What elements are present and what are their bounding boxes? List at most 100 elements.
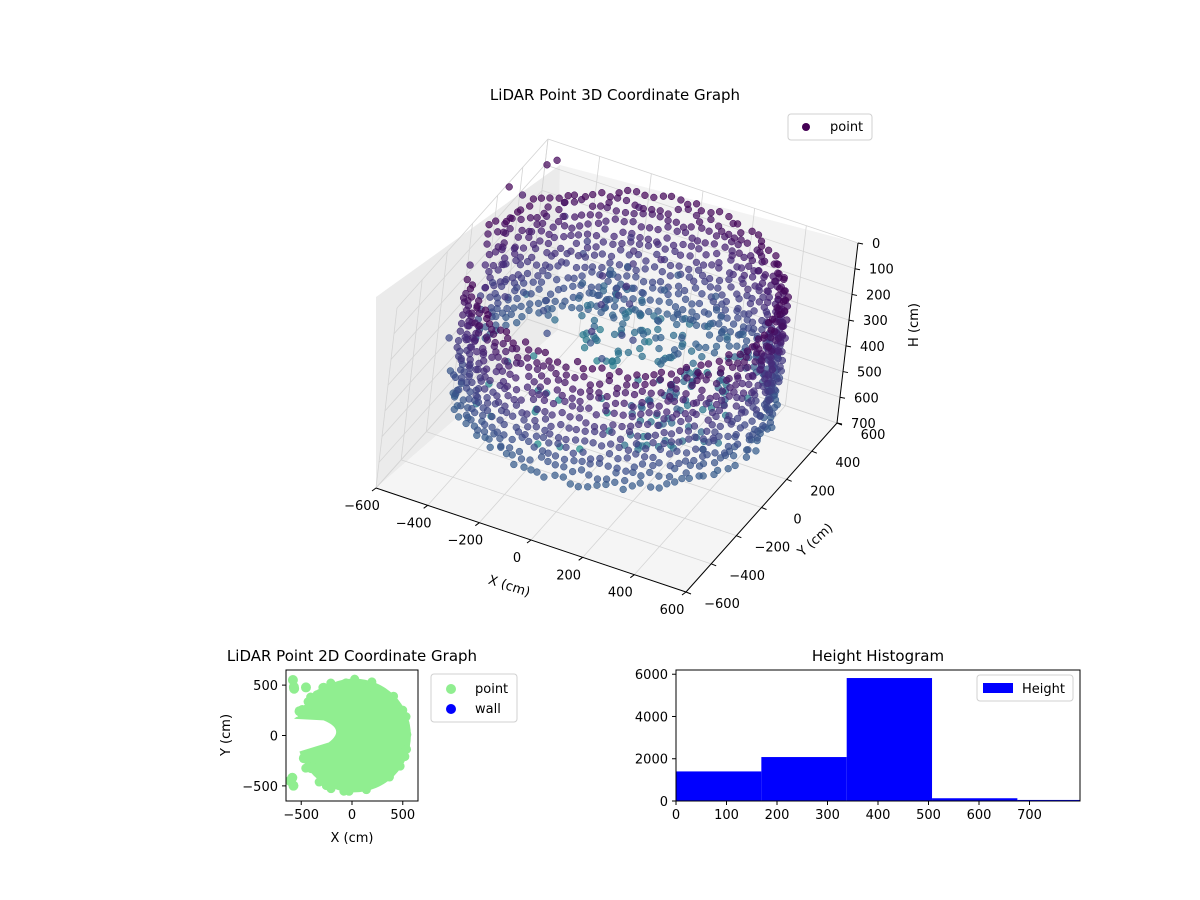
data-point-3d <box>695 299 704 308</box>
data-point-3d <box>702 251 710 259</box>
data-point-3d <box>748 417 756 425</box>
data-point-3d <box>605 371 614 380</box>
data-point-3d <box>615 368 623 376</box>
data-point-3d <box>718 291 726 299</box>
data-point-3d <box>674 205 682 214</box>
data-point-3d <box>562 435 570 444</box>
data-point-3d <box>561 198 569 207</box>
data-point-3d <box>564 192 572 200</box>
data-point-3d <box>587 301 595 309</box>
data-point-3d <box>657 368 666 377</box>
data-point-3d <box>454 337 463 345</box>
data-point-2d <box>336 778 346 788</box>
data-point-3d <box>465 372 473 381</box>
data-point-3d <box>512 345 521 353</box>
data-point-3d <box>597 202 605 210</box>
data-point-3d <box>544 457 552 466</box>
data-point-3d <box>673 447 681 455</box>
data-point-3d <box>614 347 622 355</box>
data-point-3d <box>732 430 740 439</box>
data-point-3d <box>517 359 525 368</box>
data-point-3d <box>686 252 694 260</box>
data-point-3d <box>564 274 572 282</box>
data-point-2d <box>306 764 316 774</box>
z-tick-label: 100 <box>869 263 894 278</box>
data-point-3d <box>631 306 639 314</box>
data-point-3d <box>712 342 721 351</box>
x-tick-label: 200 <box>556 568 581 583</box>
data-point-3d <box>504 392 512 400</box>
x-tick-label: 200 <box>765 808 790 823</box>
data-point-3d <box>586 339 595 347</box>
data-point-3d <box>586 455 595 463</box>
x-tick-label: 600 <box>660 603 685 618</box>
data-point-3d <box>639 278 648 286</box>
data-point-3d <box>474 329 483 337</box>
data-point-3d <box>716 334 724 343</box>
x-tick-mark <box>475 522 480 527</box>
data-point-3d <box>542 296 551 305</box>
data-point-3d <box>561 378 569 387</box>
data-point-3d <box>574 252 583 260</box>
data-point-3d <box>688 381 696 389</box>
left-grid-h <box>375 318 528 489</box>
data-point-3d <box>455 386 463 394</box>
data-point-3d <box>544 203 552 211</box>
histogram-tick-labels: 0 100 200 300 400 500 600 700 0 2000 4000 6000 <box>635 668 1042 823</box>
z-tick-label: 400 <box>860 340 885 355</box>
data-point-3d <box>613 356 621 365</box>
data-point-3d <box>624 374 632 382</box>
y-tick-mark <box>736 535 742 539</box>
data-point-3d <box>678 474 686 483</box>
data-point-3d <box>488 423 496 431</box>
data-point-3d <box>660 286 669 294</box>
data-point-3d <box>505 444 514 452</box>
data-point-3d <box>716 422 724 431</box>
z-tick-mark <box>854 268 861 271</box>
data-point-3d <box>729 452 738 460</box>
data-point-3d <box>664 210 672 218</box>
data-point-3d <box>597 301 605 309</box>
data-point-3d <box>650 193 658 202</box>
data-point-3d <box>593 481 601 489</box>
data-point-3d <box>628 413 636 421</box>
data-point-3d <box>633 371 641 379</box>
data-point-3d <box>767 359 775 368</box>
data-point-3d <box>654 421 662 430</box>
data-point-3d <box>733 342 741 350</box>
histogram-bar <box>761 757 847 801</box>
data-point-3d <box>743 363 752 372</box>
data-point-3d <box>532 423 540 431</box>
2d-legend-marker-wall <box>446 704 456 714</box>
data-point-3d <box>525 372 533 380</box>
data-point-3d <box>742 337 751 345</box>
data-point-3d <box>688 308 696 316</box>
data-point-3d <box>641 191 649 199</box>
data-point-3d <box>553 386 561 394</box>
data-point-3d <box>589 439 597 447</box>
data-point-3d <box>465 362 473 370</box>
data-point-3d <box>525 233 533 242</box>
data-point-3d <box>609 421 617 429</box>
data-point-3d <box>685 435 693 443</box>
data-point-3d <box>506 225 514 233</box>
data-point-3d <box>525 306 533 315</box>
data-point-2d <box>389 691 399 701</box>
data-point-3d <box>485 221 493 229</box>
data-point-3d <box>704 416 712 424</box>
z-tick-mark <box>845 345 852 348</box>
data-point-3d <box>474 398 483 406</box>
data-point-3d <box>562 443 570 451</box>
y-tick-label: 200 <box>810 484 835 499</box>
data-point-3d <box>517 302 525 311</box>
data-point-3d <box>607 440 615 448</box>
data-point-3d <box>533 405 541 414</box>
data-point-3d <box>506 370 514 378</box>
data-point-3d <box>513 294 521 303</box>
data-point-3d <box>697 361 705 369</box>
y-tick-label: 500 <box>253 679 278 694</box>
data-point-3d <box>634 432 642 440</box>
data-point-3d <box>642 445 650 453</box>
data-point-3d <box>705 274 714 283</box>
data-point-3d <box>780 275 788 284</box>
